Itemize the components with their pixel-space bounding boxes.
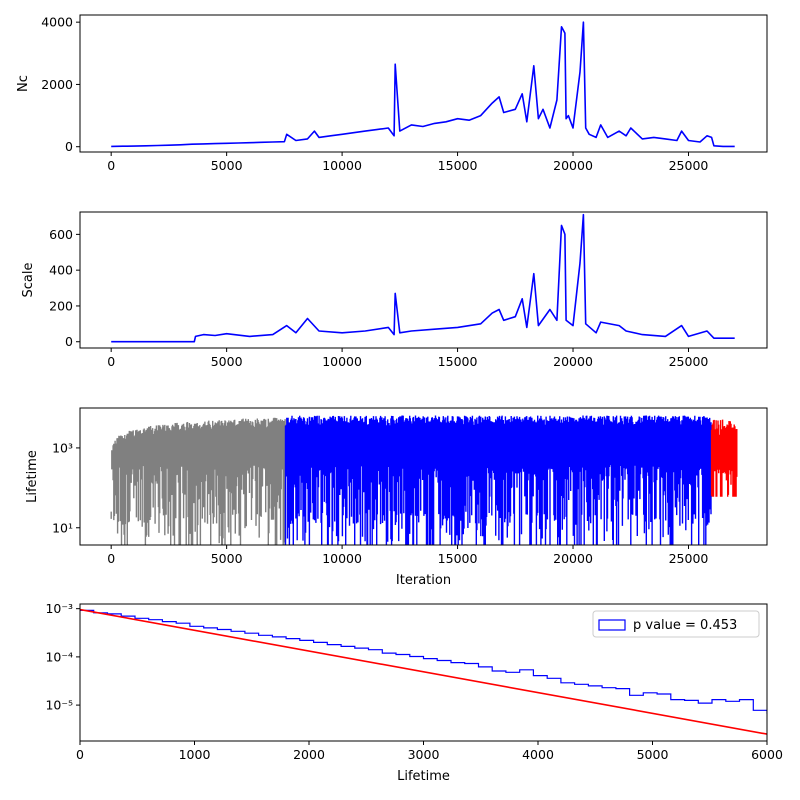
lifetime-trace-series-0 [110, 417, 286, 545]
y-axis-label: Scale [21, 263, 36, 298]
x-tick-label: 25000 [669, 354, 709, 369]
x-tick-label: 5000 [211, 158, 243, 173]
y-tick-label: 10⁻³ [45, 601, 73, 616]
y-tick-label: 0 [65, 334, 73, 349]
plot-area: p value = 0.453 [80, 608, 767, 736]
exponential-fit-line [80, 608, 767, 735]
x-tick-label: 15000 [438, 551, 478, 566]
x-tick-label: 4000 [522, 747, 554, 762]
lifetime-trace-series-1 [284, 415, 712, 545]
histogram-step [80, 609, 767, 736]
y-axis-label: Lifetime [25, 450, 40, 503]
legend-label: p value = 0.453 [633, 618, 737, 633]
y-tick-label: 400 [49, 263, 73, 278]
x-tick-label: 3000 [408, 747, 440, 762]
x-tick-label: 6000 [751, 747, 783, 762]
nc-panel: 0 5000 10000 15000 20000 25000 0 2000 4000 Nc [16, 14, 768, 173]
x-tick-label: 1000 [179, 747, 211, 762]
y-tick-label: 4000 [41, 15, 73, 30]
nc-series-line [111, 21, 735, 148]
plot-area [110, 415, 738, 545]
x-tick-label: 25000 [669, 158, 709, 173]
x-tick-label: 15000 [438, 158, 478, 173]
axes-frame [79, 211, 768, 349]
axes-frame [79, 14, 768, 153]
x-tick-label: 5000 [211, 354, 243, 369]
x-tick-label: 0 [107, 354, 115, 369]
scale-series-line [111, 213, 735, 343]
x-tick-label: 25000 [669, 551, 709, 566]
x-tick-label: 20000 [553, 158, 593, 173]
legend-swatch [598, 619, 626, 631]
y-tick-label: 10⁻⁴ [45, 649, 73, 664]
legend-box [592, 610, 760, 638]
y-tick-label: 10⁻⁵ [45, 698, 73, 713]
y-tick-label: 2000 [41, 77, 73, 92]
plot-area [111, 21, 735, 148]
x-tick-label: 20000 [553, 354, 593, 369]
y-axis-label: Nc [16, 75, 31, 92]
x-axis-label: Iteration [396, 573, 451, 588]
x-tick-label: 15000 [438, 354, 478, 369]
y-tick-label: 10¹ [52, 520, 73, 535]
axes-frame [79, 407, 768, 546]
scale-panel: 0 5000 10000 15000 20000 25000 0 200 400 600 Scale [21, 211, 768, 369]
plot-area [111, 213, 735, 343]
y-tick-label: 10³ [52, 440, 73, 455]
x-tick-label: 0 [107, 551, 115, 566]
y-tick-label: 600 [49, 227, 73, 242]
x-tick-label: 5000 [211, 551, 243, 566]
lifetime-trace-series-2 [710, 419, 738, 497]
x-axis-label: Lifetime [397, 769, 450, 784]
x-tick-label: 5000 [637, 747, 669, 762]
x-tick-label: 0 [76, 747, 84, 762]
x-tick-label: 10000 [322, 551, 362, 566]
x-tick-label: 10000 [322, 158, 362, 173]
y-tick-label: 200 [49, 298, 73, 313]
lifetime-histogram-panel: p value = 0.453 0 1000 2000 3000 4000 5000 6000… [45, 601, 783, 784]
x-tick-label: 2000 [293, 747, 325, 762]
y-tick-label: 0 [65, 139, 73, 154]
x-tick-label: 0 [107, 158, 115, 173]
x-tick-label: 10000 [322, 354, 362, 369]
lifetime-trace-panel: 0 5000 10000 15000 20000 25000 10¹ 10³ Lifetime I… [25, 407, 768, 588]
x-tick-label: 20000 [553, 551, 593, 566]
